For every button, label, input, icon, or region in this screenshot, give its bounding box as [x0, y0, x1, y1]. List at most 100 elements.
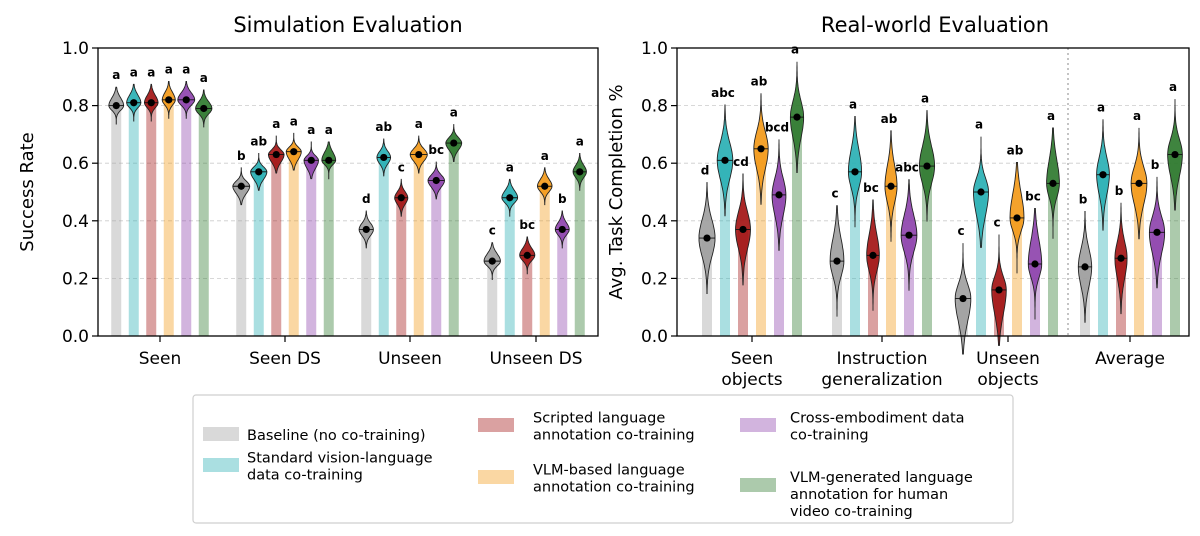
mean-dot	[325, 156, 333, 164]
mean-dot	[739, 225, 747, 234]
legend-swatch	[740, 418, 776, 432]
bar	[756, 148, 766, 336]
significance-letter: bc	[519, 218, 535, 232]
mark-cross-embodiment-2: bc	[1025, 190, 1043, 336]
y-tick-label: 0.2	[641, 269, 668, 289]
y-tick-label: 0.6	[641, 154, 668, 174]
significance-letter: a	[450, 106, 458, 120]
mean-dot	[576, 168, 584, 176]
mark-vlm-based-1: ab	[881, 112, 898, 336]
mark-cross-embodiment-3: b	[554, 192, 570, 336]
bar	[1012, 217, 1022, 336]
mark-vlm-based-0: a	[161, 62, 176, 336]
significance-letter: ab	[1007, 143, 1024, 157]
significance-letter: c	[993, 215, 1000, 229]
significance-letter: a	[1047, 109, 1055, 123]
bar	[1170, 154, 1180, 336]
mean-dot	[415, 150, 423, 159]
x-tick-label-unseen-ds: Unseen DS	[489, 349, 582, 369]
bar	[253, 171, 264, 336]
mark-vlm-based-1: a	[285, 114, 302, 336]
mean-dot	[851, 168, 859, 176]
mark-baseline-3: b	[1077, 192, 1093, 336]
legend-swatch	[478, 470, 514, 484]
bar	[181, 99, 192, 336]
bar	[271, 154, 282, 336]
mark-cross-embodiment-2: bc	[427, 143, 445, 336]
mean-dot	[757, 145, 765, 153]
bar	[306, 160, 317, 336]
significance-letter: b	[1079, 192, 1088, 206]
mark-standard-vl-3: a	[1096, 100, 1110, 336]
significance-letter: d	[362, 192, 371, 206]
bar	[539, 186, 550, 336]
y-tick-label: 1.0	[641, 39, 668, 59]
mark-baseline-1: b	[232, 149, 251, 336]
mark-standard-vl-0: a	[126, 65, 142, 336]
significance-letter: a	[1169, 80, 1177, 94]
bar	[792, 117, 802, 337]
significance-letter: a	[290, 114, 298, 128]
mean-dot	[397, 194, 405, 202]
bar	[163, 99, 174, 336]
x-tick-label-average: Average	[1095, 349, 1165, 369]
mark-vlm-based-2: a	[409, 117, 428, 336]
bar	[198, 108, 209, 336]
significance-letter: bc	[1025, 190, 1041, 204]
chart-title: Simulation Evaluation	[233, 13, 462, 37]
mean-dot	[523, 251, 531, 259]
mark-cross-embodiment-1: a	[303, 123, 319, 336]
legend-label: Baseline (no co-training)	[247, 428, 426, 444]
mark-standard-vl-2: ab	[375, 120, 393, 336]
significance-letter: c	[957, 224, 964, 238]
mean-dot	[995, 286, 1003, 294]
mark-human-video-1: a	[321, 123, 337, 336]
mark-baseline-0: d	[698, 164, 716, 336]
mean-dot	[165, 96, 173, 104]
significance-letter: ab	[375, 120, 392, 134]
mean-dot	[1099, 171, 1107, 179]
bar	[378, 157, 389, 336]
mark-human-video-3: a	[572, 134, 587, 336]
significance-letter: a	[849, 97, 857, 111]
mark-scripted-2: c	[394, 160, 409, 336]
y-tick-label: 0.6	[62, 154, 89, 174]
legend-item-vlm-based: VLM-based language annotation co-training	[478, 463, 695, 496]
mean-dot	[703, 234, 711, 242]
significance-letter: a	[200, 71, 208, 85]
mean-dot	[130, 99, 138, 107]
bar	[976, 192, 986, 336]
mark-standard-vl-2: a	[973, 118, 989, 336]
mark-baseline-2: d	[358, 192, 374, 336]
legend-label: VLM-generated language annotation for hum…	[790, 470, 973, 520]
significance-letter: a	[1097, 100, 1105, 114]
bar	[361, 229, 372, 336]
significance-letter: a	[165, 62, 173, 76]
significance-letter: a	[576, 134, 584, 148]
mean-dot	[977, 188, 985, 196]
bar	[504, 197, 515, 336]
significance-letter: a	[130, 65, 138, 79]
mark-human-video-0: a	[195, 71, 213, 336]
bar	[574, 171, 585, 336]
mark-cross-embodiment-1: abc	[895, 161, 919, 336]
mean-dot	[290, 148, 298, 156]
legend-label: Standard vision-language data co-training	[247, 451, 433, 484]
bar	[448, 143, 459, 336]
bar	[111, 105, 122, 336]
bar	[1098, 174, 1108, 336]
mean-dot	[307, 156, 315, 164]
mean-dot	[255, 168, 263, 176]
significance-letter: a	[975, 118, 983, 132]
mark-vlm-based-0: ab	[751, 74, 769, 336]
mean-dot	[923, 162, 931, 170]
mark-scripted-3: bc	[519, 218, 536, 336]
significance-letter: b	[558, 192, 567, 206]
significance-letter: a	[112, 68, 120, 82]
x-tick-label-seen-ds: Seen DS	[249, 349, 321, 369]
bar	[1048, 183, 1058, 336]
y-axis-label: Avg. Task Completion %	[606, 84, 627, 299]
significance-letter: a	[182, 62, 190, 76]
mean-dot	[793, 113, 801, 121]
axes-frame	[97, 47, 599, 337]
